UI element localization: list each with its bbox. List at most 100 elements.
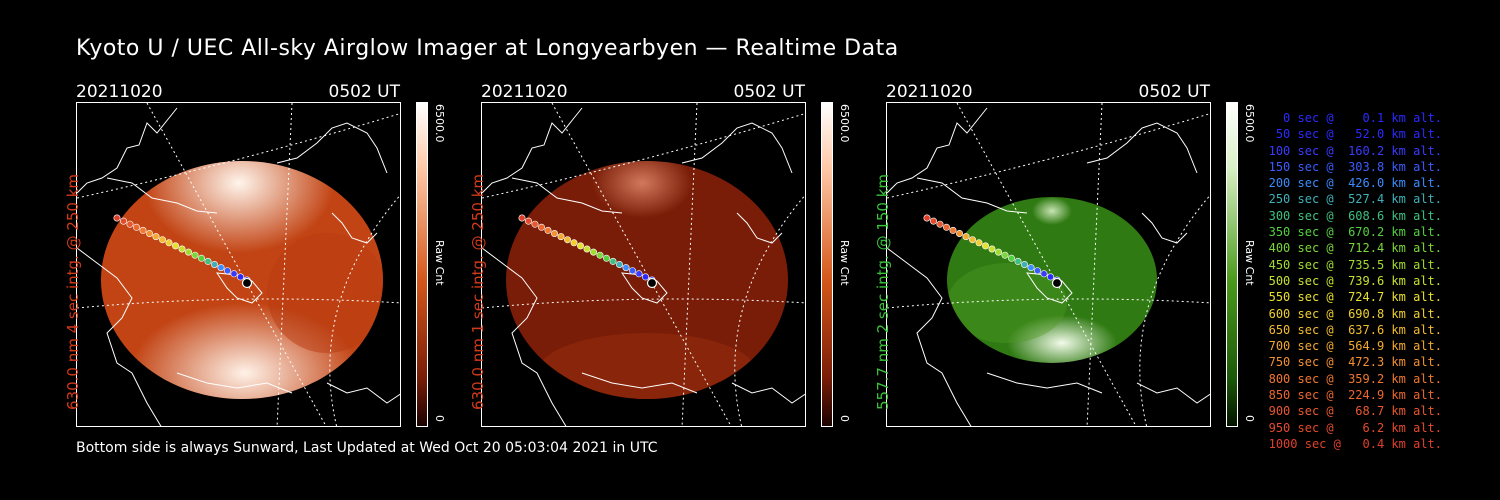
- track-point: [936, 220, 944, 228]
- allsky-map-svg: [887, 103, 1210, 426]
- track-point: [139, 226, 147, 234]
- track-point: [629, 267, 637, 275]
- track-point: [198, 254, 206, 262]
- legend-row: 600 sec @ 690.8 km alt.: [1268, 306, 1442, 321]
- track-point: [929, 217, 937, 225]
- track-point: [942, 223, 950, 231]
- colorbar: [416, 102, 428, 427]
- track-point: [603, 254, 611, 262]
- track-point: [982, 242, 990, 250]
- track-point: [113, 214, 121, 222]
- track-point: [1034, 267, 1042, 275]
- track-point: [557, 233, 565, 241]
- track-point: [185, 248, 193, 256]
- track-point: [237, 273, 245, 281]
- legend-row: 850 sec @ 224.9 km alt.: [1268, 388, 1442, 403]
- panel-630nm-1sec: 20211020 0502 UT: [469, 82, 881, 432]
- legend-row: 50 sec @ 52.0 km alt.: [1268, 127, 1442, 142]
- panel-630nm-4sec: 20211020 0502 UT: [64, 82, 476, 432]
- observatory-marker: [1051, 277, 1063, 289]
- legend-row: 200 sec @ 426.0 km alt.: [1268, 176, 1442, 191]
- track-point: [962, 233, 970, 241]
- track-point: [590, 248, 598, 256]
- satellite-track: [923, 214, 1063, 289]
- track-point: [204, 257, 212, 265]
- track-point: [616, 261, 624, 269]
- colorbar-unit-label: Raw Cnt: [838, 240, 851, 286]
- allsky-map-svg: [482, 103, 805, 426]
- track-point: [224, 267, 232, 275]
- track-point: [564, 236, 572, 244]
- page-title: Kyoto U / UEC All-sky Airglow Imager at …: [76, 36, 899, 61]
- colorbar-min-label: 0: [838, 415, 851, 422]
- legend-row: 700 sec @ 564.9 km alt.: [1268, 339, 1442, 354]
- legend-row: 250 sec @ 527.4 km alt.: [1268, 192, 1442, 207]
- track-point: [152, 233, 160, 241]
- panel-date: 20211020: [481, 82, 568, 102]
- track-point: [995, 248, 1003, 256]
- track-point: [211, 261, 219, 269]
- panel-time: 0502 UT: [1138, 82, 1211, 102]
- coastline-overlay: [482, 107, 805, 426]
- colorbar: [821, 102, 833, 427]
- colorbar-unit-label: Raw Cnt: [1243, 240, 1256, 286]
- track-point: [975, 239, 983, 247]
- satellite-track: [113, 214, 253, 289]
- track-point: [1001, 251, 1009, 259]
- colorbar-unit-label: Raw Cnt: [433, 240, 446, 286]
- legend-row: 900 sec @ 68.7 km alt.: [1268, 404, 1442, 419]
- track-point: [949, 226, 957, 234]
- legend-row: 550 sec @ 724.7 km alt.: [1268, 290, 1442, 305]
- track-point: [583, 245, 591, 253]
- track-point: [577, 242, 585, 250]
- legend-row: 450 sec @ 735.5 km alt.: [1268, 257, 1442, 272]
- track-point: [178, 245, 186, 253]
- track-point: [551, 230, 559, 238]
- track-point: [191, 251, 199, 259]
- legend-row: 150 sec @ 303.8 km alt.: [1268, 159, 1442, 174]
- grid-overlay: [77, 103, 400, 426]
- track-point: [518, 214, 526, 222]
- footer-note: Bottom side is always Sunward, Last Upda…: [76, 440, 658, 456]
- observatory-marker: [241, 277, 253, 289]
- observatory-marker: [646, 277, 658, 289]
- legend-row: 400 sec @ 712.4 km alt.: [1268, 241, 1442, 256]
- legend-row: 300 sec @ 608.6 km alt.: [1268, 208, 1442, 223]
- track-point: [1008, 254, 1016, 262]
- track-point: [1014, 257, 1022, 265]
- coastline-overlay: [77, 107, 400, 426]
- colorbar-max-label: 6500.0: [1243, 104, 1256, 143]
- panel-wavelength-label: 557.7 nm 2 sec intg. @ 150 km: [874, 173, 892, 410]
- track-point: [217, 264, 225, 272]
- track-legend: 0 sec @ 0.1 km alt. 50 sec @ 52.0 km alt…: [1262, 110, 1442, 452]
- track-point: [956, 230, 964, 238]
- allsky-map-svg: [77, 103, 400, 426]
- track-point: [988, 245, 996, 253]
- grid-overlay: [887, 103, 1210, 426]
- panel-557nm-2sec: 20211020 0502 UT: [874, 82, 1286, 432]
- track-point: [596, 251, 604, 259]
- legend-row: 350 sec @ 670.2 km alt.: [1268, 225, 1442, 240]
- track-point: [165, 239, 173, 247]
- track-point: [537, 223, 545, 231]
- track-point: [126, 220, 134, 228]
- legend-row: 650 sec @ 637.6 km alt.: [1268, 322, 1442, 337]
- colorbar-min-label: 0: [433, 415, 446, 422]
- track-point: [531, 220, 539, 228]
- track-point: [570, 239, 578, 247]
- colorbar: [1226, 102, 1238, 427]
- legend-row: 0 sec @ 0.1 km alt.: [1268, 111, 1442, 125]
- track-point: [1040, 270, 1048, 278]
- legend-row: 500 sec @ 739.6 km alt.: [1268, 273, 1442, 288]
- track-point: [524, 217, 532, 225]
- panel-wavelength-label: 630.0 nm 4 sec intg. @ 250 km: [64, 173, 82, 410]
- track-point: [635, 270, 643, 278]
- panel-date: 20211020: [886, 82, 973, 102]
- track-point: [642, 273, 650, 281]
- track-point: [230, 270, 238, 278]
- track-point: [1021, 261, 1029, 269]
- panel-time: 0502 UT: [733, 82, 806, 102]
- allsky-image: [886, 102, 1211, 427]
- legend-row: 750 sec @ 472.3 km alt.: [1268, 355, 1442, 370]
- track-point: [609, 257, 617, 265]
